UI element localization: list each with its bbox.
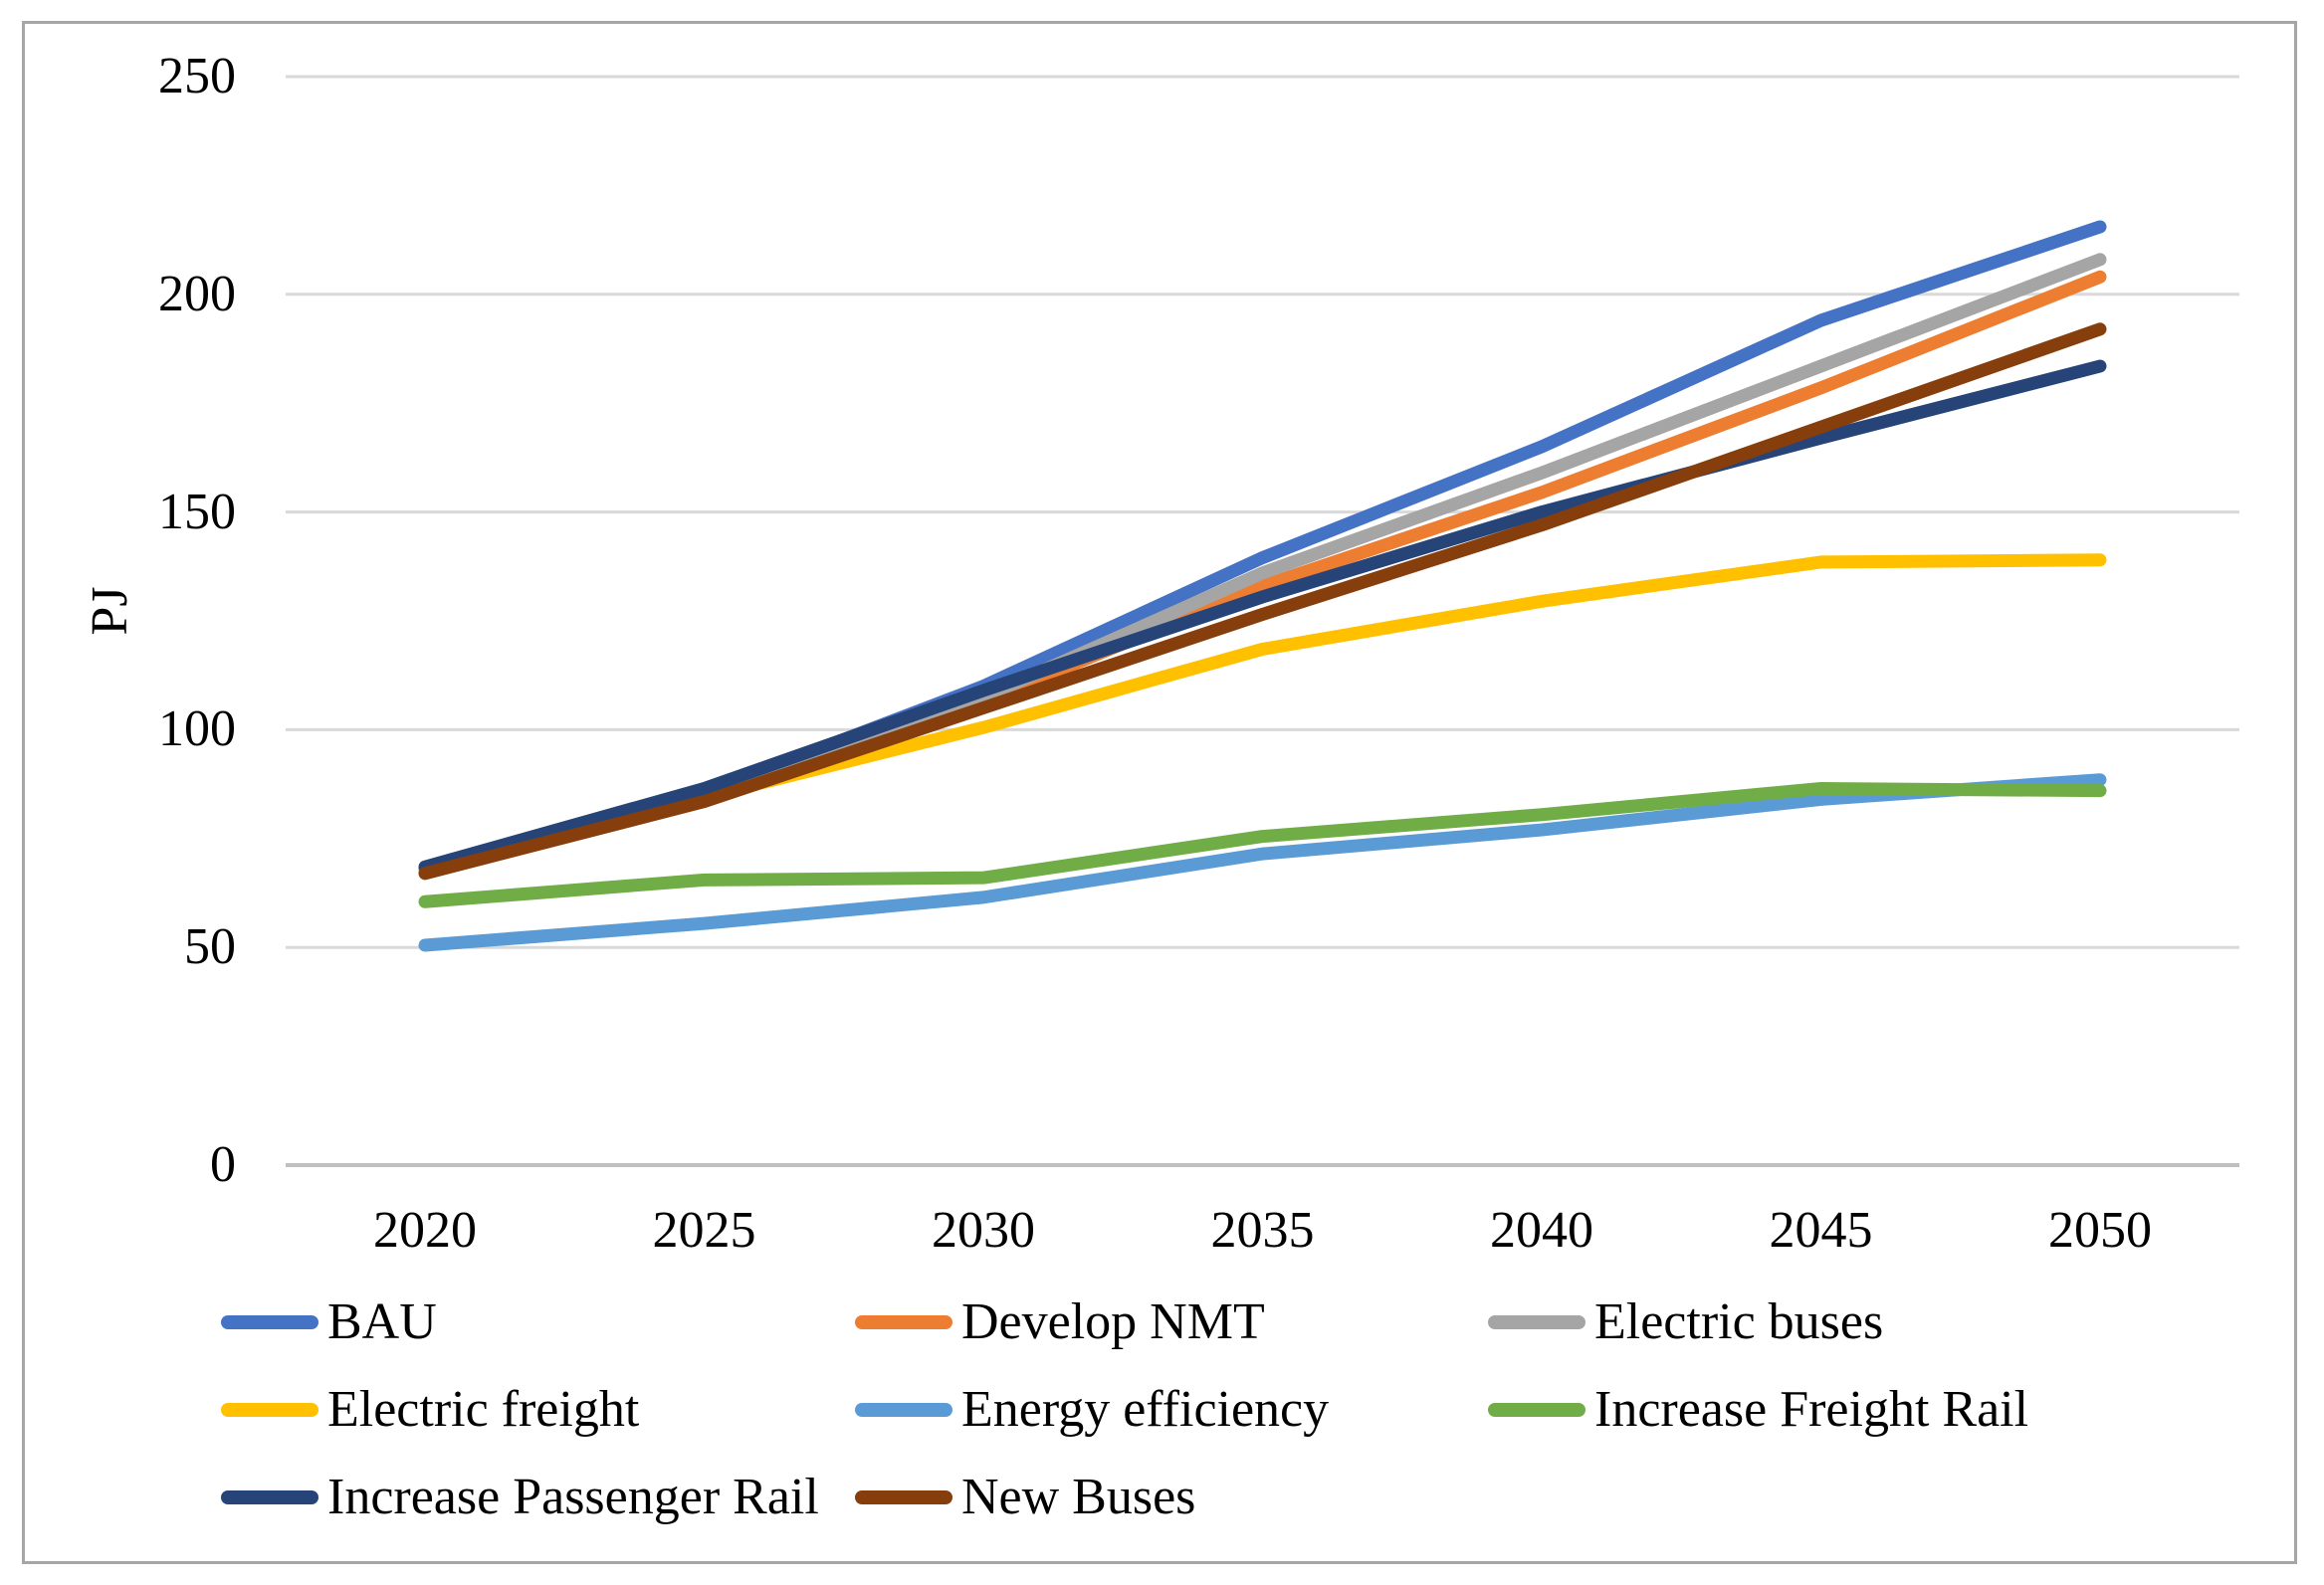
x-tick-2035: 2035 bbox=[1210, 1202, 1315, 1259]
legend-label-increase-freight-rail: Increase Freight Rail bbox=[1594, 1381, 2029, 1438]
legend-label-energy-efficiency: Energy efficiency bbox=[961, 1381, 1330, 1438]
legend-swatch-new-buses bbox=[855, 1490, 952, 1504]
legend-item-new-buses: New Buses bbox=[855, 1470, 1195, 1525]
series-line-new-buses bbox=[418, 322, 2107, 881]
series-line-bau bbox=[418, 220, 2107, 876]
y-tick-250: 250 bbox=[158, 48, 236, 104]
legend-item-increase-passenger-rail: Increase Passenger Rail bbox=[221, 1470, 819, 1525]
legend-label-new-buses: New Buses bbox=[961, 1469, 1196, 1525]
x-tick-2020: 2020 bbox=[373, 1202, 477, 1259]
legend-label-develop-nmt: Develop NMT bbox=[961, 1293, 1265, 1350]
y-tick-100: 100 bbox=[158, 700, 236, 758]
x-tick-2050: 2050 bbox=[2048, 1202, 2152, 1259]
legend-swatch-increase-passenger-rail bbox=[221, 1490, 318, 1504]
legend-swatch-electric-freight bbox=[221, 1403, 318, 1417]
chart-border bbox=[22, 21, 2297, 1564]
legend-item-electric-buses: Electric buses bbox=[1488, 1294, 1883, 1350]
x-tick-2025: 2025 bbox=[652, 1202, 756, 1259]
x-tick-2030: 2030 bbox=[932, 1202, 1035, 1259]
y-tick-0: 0 bbox=[210, 1136, 236, 1193]
legend-item-bau: BAU bbox=[221, 1294, 437, 1350]
legend-swatch-bau bbox=[221, 1315, 318, 1329]
legend-label-electric-buses: Electric buses bbox=[1594, 1293, 1884, 1350]
legend-swatch-develop-nmt bbox=[855, 1315, 952, 1329]
legend-label-electric-freight: Electric freight bbox=[327, 1381, 640, 1438]
x-tick-2045: 2045 bbox=[1769, 1202, 1873, 1259]
legend-swatch-electric-buses bbox=[1488, 1315, 1585, 1329]
legend-label-bau: BAU bbox=[327, 1293, 437, 1350]
x-tick-2040: 2040 bbox=[1490, 1202, 1593, 1259]
legend-item-increase-freight-rail: Increase Freight Rail bbox=[1488, 1382, 2028, 1438]
y-tick-50: 50 bbox=[184, 918, 236, 976]
series-line-increase-freight-rail bbox=[418, 781, 2107, 908]
legend-swatch-increase-freight-rail bbox=[1488, 1403, 1585, 1417]
y-tick-200: 200 bbox=[158, 265, 236, 322]
legend-item-energy-efficiency: Energy efficiency bbox=[855, 1382, 1329, 1438]
y-tick-150: 150 bbox=[158, 483, 236, 540]
legend-label-increase-passenger-rail: Increase Passenger Rail bbox=[327, 1469, 819, 1525]
legend-item-develop-nmt: Develop NMT bbox=[855, 1294, 1265, 1350]
series-line-electric-freight bbox=[418, 553, 2107, 881]
series-line-energy-efficiency bbox=[418, 773, 2107, 952]
legend-swatch-energy-efficiency bbox=[855, 1403, 952, 1417]
series-line-increase-passenger-rail bbox=[418, 359, 2107, 874]
legend-item-electric-freight: Electric freight bbox=[221, 1382, 639, 1438]
